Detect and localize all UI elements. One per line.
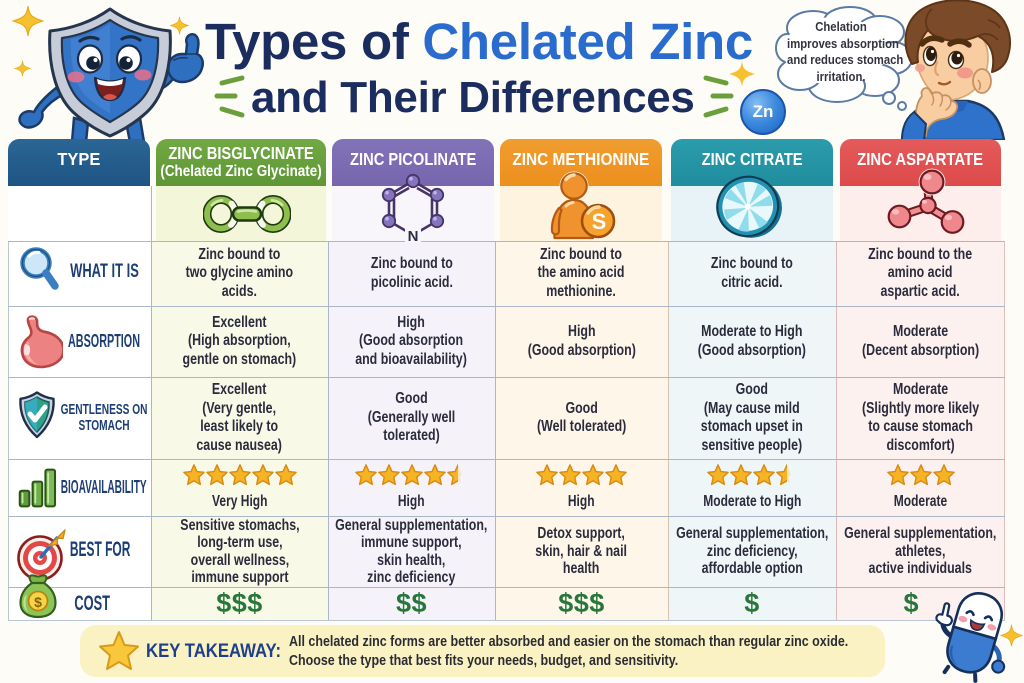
svg-text:N: N	[408, 228, 419, 242]
svg-text:$: $	[34, 594, 42, 610]
svg-text:S: S	[592, 209, 607, 234]
